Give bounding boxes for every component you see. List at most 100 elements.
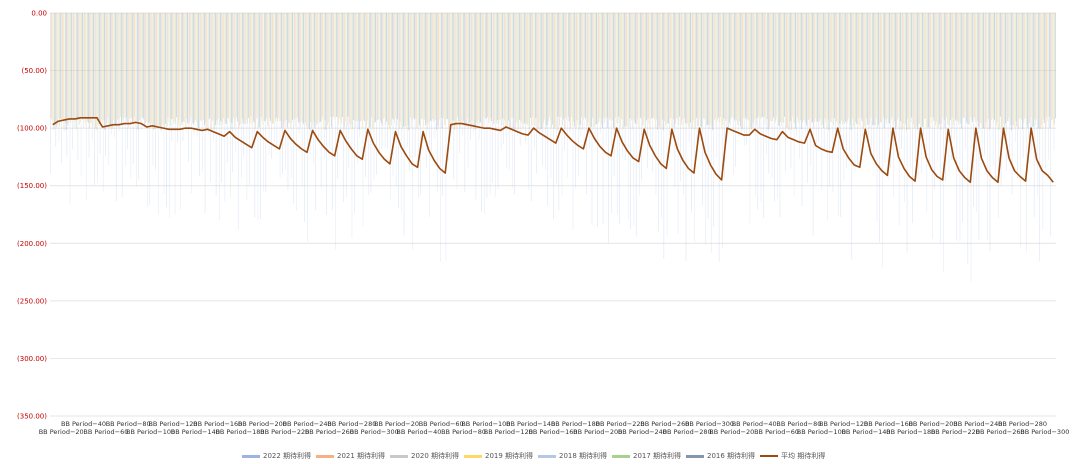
bar [426, 13, 428, 123]
bar [418, 13, 420, 125]
bar [921, 13, 923, 128]
bar [559, 13, 560, 126]
bar [470, 13, 472, 129]
bar [519, 13, 520, 120]
bar [461, 13, 462, 121]
bar [230, 13, 232, 130]
bar [701, 13, 703, 127]
bar [455, 13, 457, 130]
bar [374, 13, 376, 123]
bar [852, 13, 853, 119]
x-tick-label: BB Period−160 [864, 420, 913, 428]
bar [552, 13, 553, 125]
bar [283, 13, 285, 126]
bar [811, 13, 812, 123]
bar [320, 13, 321, 122]
bar [96, 13, 98, 130]
bar [639, 13, 640, 196]
x-tick-label: BB Period−100 [126, 428, 175, 436]
bar [94, 13, 95, 185]
bar [241, 13, 243, 119]
bar [177, 13, 179, 126]
bar [845, 13, 847, 168]
average-series-line [52, 116, 1054, 184]
bar [704, 13, 706, 119]
bar [103, 13, 105, 121]
bar [988, 13, 990, 130]
bar [375, 13, 376, 122]
bar [841, 13, 842, 121]
bar [430, 13, 432, 121]
bar [909, 13, 911, 170]
bar [437, 13, 439, 126]
bar [909, 13, 910, 131]
bar [556, 13, 558, 131]
bar [118, 13, 120, 119]
bar [720, 13, 721, 117]
bar [978, 13, 980, 240]
bar [196, 13, 198, 137]
bar [954, 13, 956, 122]
bar [124, 13, 125, 118]
bar [718, 13, 719, 118]
bar [997, 13, 999, 130]
bar [511, 13, 513, 188]
bar [847, 13, 849, 121]
bar [1044, 13, 1046, 169]
bar [279, 13, 280, 122]
bar [380, 13, 381, 121]
x-tick-label: BB Period−300 [1020, 428, 1069, 436]
bar [173, 13, 174, 124]
bar [128, 13, 130, 119]
bar [613, 13, 614, 128]
bar [823, 13, 824, 128]
legend-item: 平均 期待利得 [760, 451, 825, 461]
x-tick-label: BB Period−60 [419, 420, 464, 428]
bar [122, 13, 124, 119]
bar [372, 13, 373, 128]
bar [83, 13, 85, 118]
bar [316, 13, 318, 125]
bar [859, 13, 860, 126]
bar [1040, 13, 1041, 129]
bar [935, 13, 936, 126]
x-tick-label: BB Period−20 [374, 420, 419, 428]
bar [484, 13, 485, 215]
bar [678, 13, 680, 126]
bar [618, 13, 620, 117]
bar [744, 13, 746, 118]
bar [61, 13, 63, 120]
bar [920, 13, 921, 128]
bar [934, 13, 935, 190]
bar [583, 13, 585, 145]
bar [979, 13, 980, 127]
bar [927, 13, 928, 128]
bar [838, 13, 839, 217]
bar [755, 13, 756, 197]
bar [441, 13, 443, 129]
y-tick-label: (100.00) [17, 125, 47, 133]
bar [880, 13, 882, 123]
bar [343, 13, 345, 127]
bar [392, 13, 394, 177]
bar [613, 13, 615, 177]
x-tick-label: BB Period−200 [908, 420, 957, 428]
bar [256, 13, 257, 119]
bar [737, 13, 739, 126]
bar [599, 13, 601, 118]
bar [657, 13, 658, 130]
bar [940, 13, 942, 131]
bar [143, 13, 145, 127]
bar [357, 13, 358, 165]
bar [676, 13, 677, 119]
bar [941, 13, 943, 124]
bar [695, 13, 696, 130]
bar [121, 13, 123, 198]
legend-swatch [612, 454, 630, 458]
bar [822, 13, 823, 125]
bar [698, 13, 699, 127]
bar [417, 13, 418, 128]
x-tick-label: BB Period−280 [663, 428, 712, 436]
bar [943, 13, 945, 120]
bar [274, 13, 275, 142]
